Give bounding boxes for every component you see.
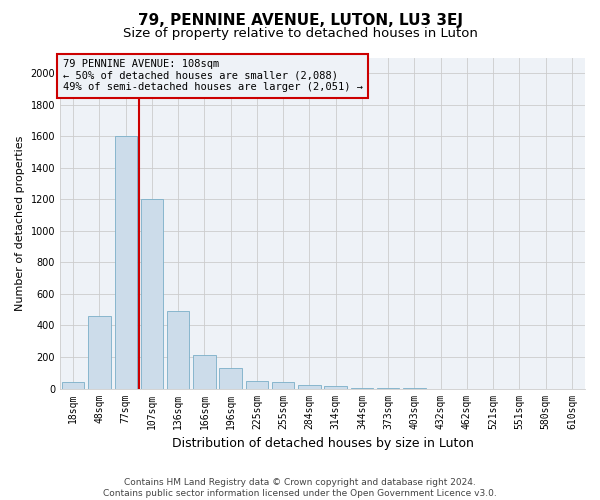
Bar [298, 384, 320, 388]
Bar [272, 382, 295, 388]
Text: 79 PENNINE AVENUE: 108sqm
← 50% of detached houses are smaller (2,088)
49% of se: 79 PENNINE AVENUE: 108sqm ← 50% of detac… [62, 59, 362, 92]
Bar [88, 316, 110, 388]
Bar [325, 386, 347, 388]
Bar [246, 380, 268, 388]
Bar [62, 382, 85, 388]
Bar [220, 368, 242, 388]
Text: Contains HM Land Registry data © Crown copyright and database right 2024.
Contai: Contains HM Land Registry data © Crown c… [103, 478, 497, 498]
Text: Size of property relative to detached houses in Luton: Size of property relative to detached ho… [122, 28, 478, 40]
X-axis label: Distribution of detached houses by size in Luton: Distribution of detached houses by size … [172, 437, 473, 450]
Text: 79, PENNINE AVENUE, LUTON, LU3 3EJ: 79, PENNINE AVENUE, LUTON, LU3 3EJ [137, 12, 463, 28]
Bar [115, 136, 137, 388]
Bar [141, 200, 163, 388]
Bar [167, 312, 190, 388]
Bar [193, 356, 215, 388]
Y-axis label: Number of detached properties: Number of detached properties [15, 136, 25, 310]
